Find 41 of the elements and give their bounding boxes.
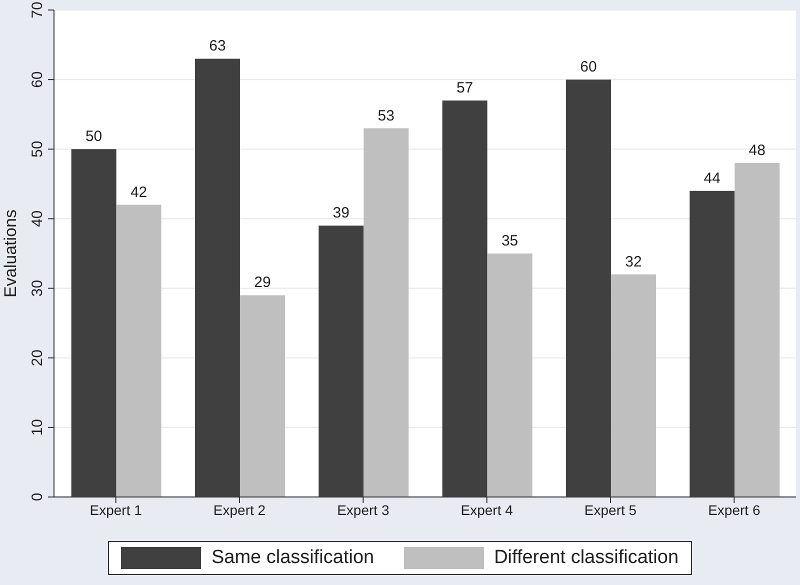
bar [240, 295, 285, 497]
bar [194, 58, 240, 497]
data-label: 44 [704, 170, 720, 187]
bar [318, 226, 364, 497]
bar [734, 163, 780, 497]
data-label: 60 [580, 58, 597, 76]
y-tick-label: 60 [29, 71, 46, 88]
bar [116, 204, 162, 497]
bar [71, 149, 116, 497]
data-label: 53 [378, 107, 394, 124]
x-tick-label: Expert 3 [337, 502, 390, 518]
bar [610, 274, 656, 497]
legend-label: Same classification [211, 547, 374, 569]
data-label: 50 [85, 128, 102, 146]
y-tick-label: 70 [29, 2, 46, 18]
x-tick-label: Expert 6 [708, 502, 760, 518]
data-label: 32 [625, 253, 642, 270]
data-label: 42 [130, 184, 148, 201]
y-axis-title: Evaluations [1, 210, 20, 298]
data-label: 63 [209, 38, 226, 55]
y-tick-label: 0 [29, 492, 46, 502]
data-label: 48 [748, 142, 766, 160]
x-tick-label: Expert 2 [213, 502, 266, 518]
legend-label: Different classification [494, 547, 679, 569]
y-tick-label: 30 [29, 280, 46, 297]
bar [442, 100, 488, 497]
y-tick-label: 10 [29, 419, 46, 436]
x-tick-label: Expert 1 [90, 502, 142, 518]
y-tick-label: 20 [29, 350, 46, 366]
y-tick-label: 50 [29, 140, 46, 158]
x-tick-label: Expert 5 [584, 502, 637, 518]
bar [487, 254, 532, 497]
bar [566, 80, 611, 497]
data-label: 39 [332, 204, 350, 222]
bar [690, 190, 735, 497]
x-tick-label: Expert 4 [460, 502, 514, 518]
bar [364, 128, 409, 497]
data-label: 35 [501, 232, 518, 250]
data-label: 29 [254, 274, 271, 292]
data-label: 57 [456, 79, 474, 96]
y-tick-label: 40 [29, 210, 46, 228]
